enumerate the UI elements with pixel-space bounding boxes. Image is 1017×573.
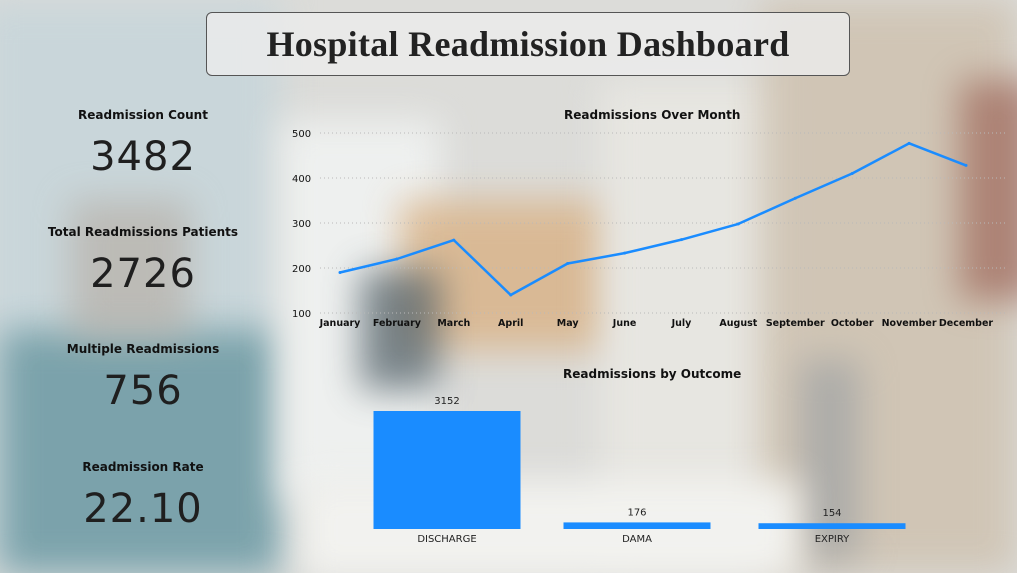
x-tick-label: July [671,318,693,329]
kpi-label: Multiple Readmissions [66,342,220,356]
data-point [509,293,513,297]
data-point [964,163,968,167]
data-point [623,251,627,255]
x-category-label: DAMA [622,534,652,545]
x-tick-label: March [437,318,470,329]
bar-data-label: 3152 [434,396,459,407]
x-tick-label: June [612,318,637,329]
y-tick-label: 200 [292,264,311,275]
x-tick-label: November [882,318,937,329]
data-point [850,172,854,175]
data-point [566,262,570,265]
bar [758,523,906,529]
x-tick-label: October [831,318,874,329]
kpi-label: Readmission Rate [82,460,204,474]
line-chart: 500 400 300 200 100 January February March April… [292,129,1006,329]
x-tick-label: January [319,318,362,329]
bar [563,522,711,529]
x-category-label: DISCHARGE [417,534,476,545]
data-point [452,238,456,242]
x-tick-label: February [373,318,422,329]
data-point [395,257,399,261]
kpi-label: Total Readmissions Patients [47,225,239,239]
kpi-value: 22.10 [83,486,203,532]
x-tick-label: December [939,318,994,329]
x-tick-label: April [498,318,523,329]
data-point [679,238,683,242]
kpi-value: 2726 [90,251,196,297]
y-tick-label: 300 [292,219,311,230]
x-tick-label: September [766,318,825,329]
line-chart-title: Readmissions Over Month [564,108,741,122]
y-tick-label: 400 [292,174,311,185]
x-tick-label: August [719,318,757,329]
bar-chart: 3152 DISCHARGE 176 DAMA 154 EXPIRY [373,396,906,545]
data-point [793,196,797,200]
kpi-value: 3482 [90,134,196,180]
kpi-multiple-readmissions: Multiple Readmissions 756 [40,342,246,414]
data-point [736,222,740,226]
series-line [339,142,967,297]
bar-data-label: 176 [627,507,646,518]
kpi-readmission-rate: Readmission Rate 22.10 [40,460,246,532]
bar-data-label: 154 [822,508,841,519]
data-point [338,271,342,274]
kpi-readmission-count: Readmission Count 3482 [40,108,246,180]
dashboard-title-box: Hospital Readmission Dashboard [206,12,850,76]
dashboard-title: Hospital Readmission Dashboard [266,24,790,64]
bar [373,411,521,529]
kpi-value: 756 [103,368,183,414]
kpi-label: Readmission Count [78,108,208,122]
bar-chart-title: Readmissions by Outcome [563,367,742,381]
data-point [907,141,911,145]
y-tick-label: 500 [292,129,311,140]
x-tick-label: May [557,318,580,329]
y-tick-label: 100 [292,309,311,320]
kpi-total-readmission-patients: Total Readmissions Patients 2726 [40,225,246,297]
x-category-label: EXPIRY [815,534,850,545]
